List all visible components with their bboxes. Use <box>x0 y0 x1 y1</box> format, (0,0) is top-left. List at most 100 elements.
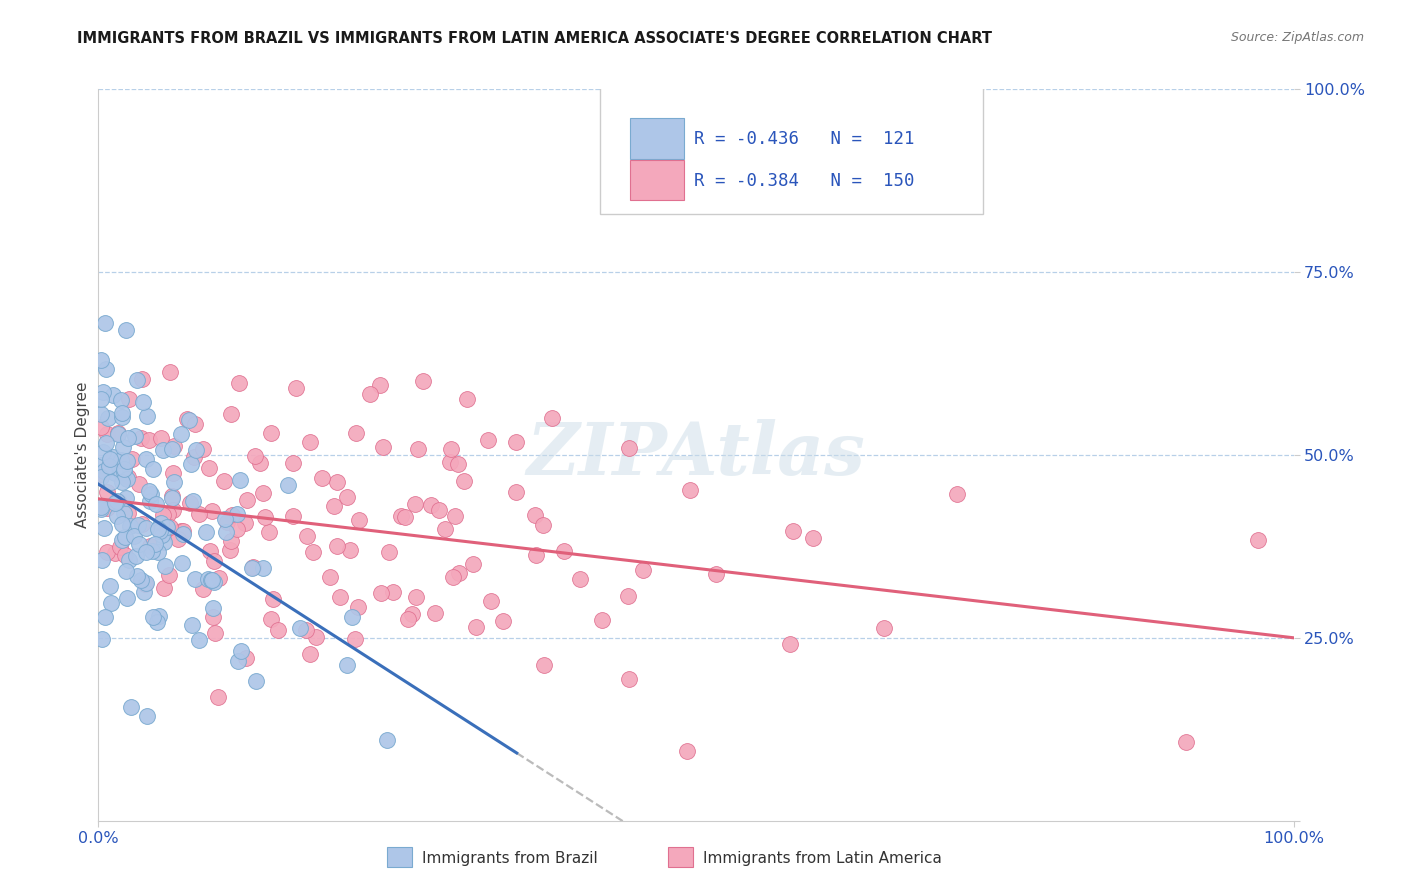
Point <box>148 524 170 538</box>
Point <box>120 519 142 533</box>
Point <box>311 471 333 485</box>
Text: Source: ZipAtlas.com: Source: ZipAtlas.com <box>1230 31 1364 45</box>
Point <box>135 451 157 466</box>
Point <box>183 450 205 464</box>
Text: R = -0.384   N =  150: R = -0.384 N = 150 <box>693 171 914 190</box>
Point <box>172 527 194 541</box>
Point <box>115 491 138 505</box>
Point <box>139 539 162 553</box>
Bar <box>630 119 685 159</box>
Point <box>479 594 502 608</box>
Point <box>242 560 264 574</box>
Point <box>396 612 419 626</box>
Point <box>202 554 225 568</box>
Point <box>148 522 170 536</box>
Point <box>229 644 252 658</box>
Point <box>679 483 702 498</box>
Point <box>541 411 564 425</box>
Point <box>405 590 427 604</box>
Point <box>184 443 207 458</box>
Point <box>235 516 257 530</box>
Point <box>260 611 283 625</box>
Text: Immigrants from Latin America: Immigrants from Latin America <box>703 851 942 865</box>
Point <box>135 545 157 559</box>
Point <box>420 498 443 512</box>
Point <box>404 497 426 511</box>
Point <box>118 392 141 406</box>
Point <box>319 570 342 584</box>
Point <box>170 524 193 538</box>
Point <box>101 388 124 402</box>
Point <box>124 428 146 442</box>
Point <box>152 508 174 523</box>
Point <box>444 508 467 523</box>
Point <box>591 613 613 627</box>
Point <box>90 392 112 407</box>
Point <box>329 590 352 604</box>
Point <box>142 610 165 624</box>
Point <box>107 426 129 441</box>
Point <box>180 458 202 472</box>
Point <box>142 461 165 475</box>
Point <box>114 455 136 469</box>
Point <box>91 445 114 459</box>
Point <box>148 609 170 624</box>
Point <box>90 501 112 516</box>
Point <box>93 610 115 624</box>
Point <box>163 439 186 453</box>
Point <box>215 524 238 539</box>
Point <box>226 654 249 668</box>
FancyBboxPatch shape <box>600 86 983 213</box>
Point <box>228 376 250 391</box>
Point <box>170 427 193 442</box>
Point <box>394 510 416 524</box>
Point <box>96 426 118 441</box>
Point <box>96 544 118 558</box>
Point <box>284 381 307 395</box>
Point <box>323 500 346 514</box>
Point <box>118 553 141 567</box>
Point <box>439 455 461 469</box>
Point <box>153 534 176 549</box>
Point <box>150 528 173 542</box>
Point <box>162 466 184 480</box>
Point <box>288 621 311 635</box>
Point <box>96 362 118 376</box>
Point <box>219 533 242 548</box>
Point <box>146 615 169 630</box>
Point <box>138 433 160 447</box>
Y-axis label: Associate's Degree: Associate's Degree <box>75 382 90 528</box>
Point <box>235 493 257 508</box>
Point <box>617 672 640 686</box>
Point <box>127 518 149 533</box>
Point <box>108 495 131 509</box>
Point <box>347 600 370 615</box>
Point <box>235 651 257 665</box>
Point <box>131 516 153 531</box>
Point <box>200 544 222 558</box>
Point <box>433 522 456 536</box>
Point <box>148 545 170 559</box>
Point <box>112 461 135 475</box>
Point <box>243 449 266 463</box>
Point <box>110 465 132 479</box>
Point <box>200 573 222 587</box>
Point <box>179 413 201 427</box>
Point <box>197 572 219 586</box>
Point <box>1247 533 1270 548</box>
Point <box>122 529 145 543</box>
Point <box>114 322 136 336</box>
Point <box>110 392 132 407</box>
Point <box>260 425 283 440</box>
Point <box>153 558 176 573</box>
Point <box>207 571 229 585</box>
Point <box>114 548 136 562</box>
Point <box>461 557 484 571</box>
Point <box>108 540 131 554</box>
Point <box>215 516 238 530</box>
Point <box>111 475 134 489</box>
Point <box>97 411 120 425</box>
Point <box>456 392 478 406</box>
Point <box>249 456 271 470</box>
Point <box>117 431 139 445</box>
